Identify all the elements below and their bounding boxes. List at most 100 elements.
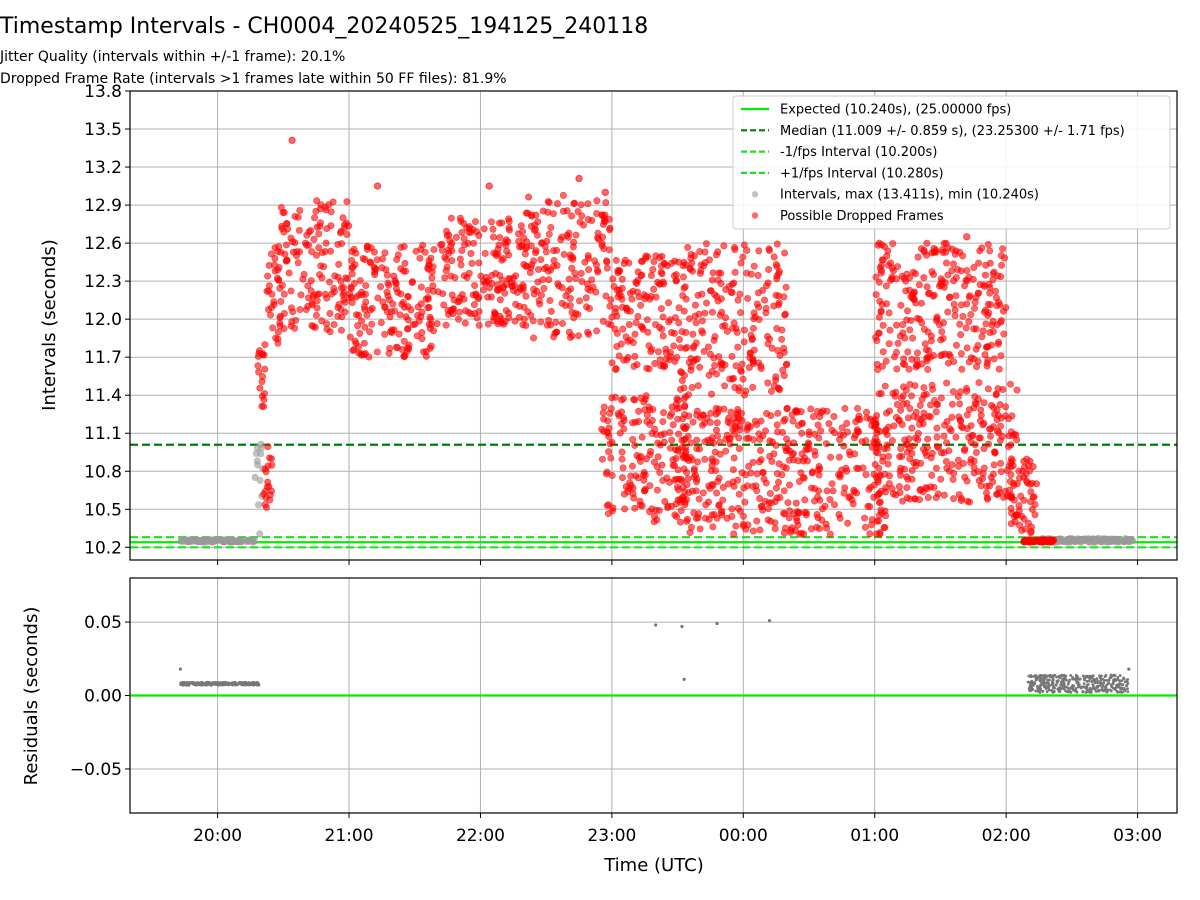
dropped-frame-point <box>400 267 408 275</box>
dropped-frame-point <box>619 395 627 403</box>
dropped-frame-point <box>657 268 665 276</box>
dropped-frame-point <box>259 350 267 358</box>
residual-point <box>1112 673 1116 677</box>
dropped-frame-point <box>866 530 874 538</box>
dropped-frame-point <box>602 470 610 478</box>
dropped-frame-point <box>585 330 593 338</box>
dropped-frame-point <box>529 317 537 325</box>
dropped-frame-point <box>515 237 523 245</box>
dropped-frame-point <box>799 473 807 481</box>
dropped-frame-point <box>371 264 379 272</box>
dropped-frame-point <box>640 476 648 484</box>
dropped-frame-point <box>703 299 711 307</box>
dropped-frame-point <box>530 334 538 342</box>
interval-point <box>257 444 265 452</box>
dropped-frame-point <box>723 327 731 335</box>
dropped-frame-point <box>890 353 898 361</box>
dropped-frame-point <box>730 530 738 538</box>
dropped-frame-point <box>937 449 945 457</box>
residual-point <box>1063 674 1067 678</box>
dropped-frame-point <box>633 361 641 369</box>
dropped-frame-point <box>875 278 883 286</box>
residuals-y-tick-label: 0.00 <box>84 687 122 707</box>
dropped-frame-point <box>264 272 272 280</box>
dropped-frame-point <box>1031 500 1039 508</box>
dropped-frame-point <box>287 304 295 312</box>
dropped-frame-point <box>786 481 794 489</box>
dropped-frame-point <box>744 421 752 429</box>
dropped-frame-point <box>713 489 721 497</box>
dropped-frame-point <box>668 436 676 444</box>
dropped-frame-point <box>989 328 997 336</box>
dropped-frame-point <box>480 225 488 233</box>
dropped-frame-point <box>348 299 356 307</box>
dropped-frame-point <box>1005 443 1013 451</box>
dropped-frame-point <box>952 341 960 349</box>
dropped-frame-point <box>885 340 893 348</box>
dropped-frame-point <box>368 304 376 312</box>
residual-point <box>1109 689 1113 693</box>
dropped-frame-point <box>304 302 312 310</box>
dropped-frame-point <box>523 238 531 246</box>
dropped-frame-point <box>945 350 953 358</box>
dropped-frame-point <box>552 328 560 336</box>
residual-point <box>1104 685 1108 689</box>
dropped-frame-point <box>658 325 666 333</box>
dropped-frame-point <box>816 525 824 533</box>
dropped-frame-point <box>675 258 683 266</box>
residual-point <box>1072 677 1076 681</box>
dropped-frame-point <box>576 218 584 226</box>
dropped-frame-point <box>704 343 712 351</box>
dropped-frame-point <box>970 469 978 477</box>
residual-point <box>654 623 658 627</box>
dropped-frame-point <box>467 228 475 236</box>
dropped-frame-point <box>567 254 575 262</box>
dropped-frame-point <box>780 372 788 380</box>
dropped-frame-point <box>381 330 389 338</box>
dropped-frame-point <box>269 324 277 332</box>
dropped-frame-point <box>352 339 360 347</box>
dropped-frame-point <box>691 301 699 309</box>
dropped-frame-point <box>916 420 924 428</box>
dropped-frame-point <box>846 493 854 501</box>
dropped-frame-point <box>641 485 649 493</box>
dropped-frame-point <box>717 269 725 277</box>
dropped-frame-point <box>728 288 736 296</box>
dropped-frame-point <box>730 374 738 382</box>
dropped-frame-point <box>815 462 823 470</box>
dropped-frame-point <box>881 507 889 515</box>
dropped-frame-point <box>949 388 957 396</box>
dropped-frame-point <box>448 257 456 265</box>
dropped-frame-point <box>582 294 590 302</box>
dropped-frame-point <box>959 312 967 320</box>
dropped-frame-point <box>756 447 764 455</box>
dropped-frame-point <box>559 191 567 199</box>
dropped-frame-point <box>343 198 351 206</box>
dropped-frame-point <box>911 495 919 503</box>
dropped-frame-point <box>654 348 662 356</box>
dropped-frame-point <box>798 419 806 427</box>
dropped-frame-point <box>356 329 364 337</box>
dropped-frame-point <box>956 320 964 328</box>
dropped-frame-point <box>538 239 546 247</box>
dropped-frame-point <box>843 419 851 427</box>
dropped-frame-point <box>392 285 400 293</box>
dropped-frame-point <box>1021 525 1029 533</box>
dropped-frame-point <box>675 319 683 327</box>
dropped-frame-point <box>481 249 489 257</box>
dropped-frame-point <box>749 527 757 535</box>
dropped-frame-point <box>981 282 989 290</box>
dropped-frame-point <box>886 276 894 284</box>
dropped-frame-point <box>532 249 540 257</box>
dropped-frame-point <box>484 293 492 301</box>
dropped-frame-point <box>849 500 857 508</box>
residual-point <box>1116 690 1120 694</box>
residual-point <box>1081 690 1085 693</box>
dropped-frame-point <box>854 465 862 473</box>
dropped-frame-point <box>750 346 758 354</box>
dropped-frame-point <box>458 229 466 237</box>
dropped-frame-point <box>490 249 498 257</box>
dropped-frame-point <box>711 361 719 369</box>
dropped-frame-point <box>965 317 973 325</box>
dropped-frame-point <box>734 296 742 304</box>
